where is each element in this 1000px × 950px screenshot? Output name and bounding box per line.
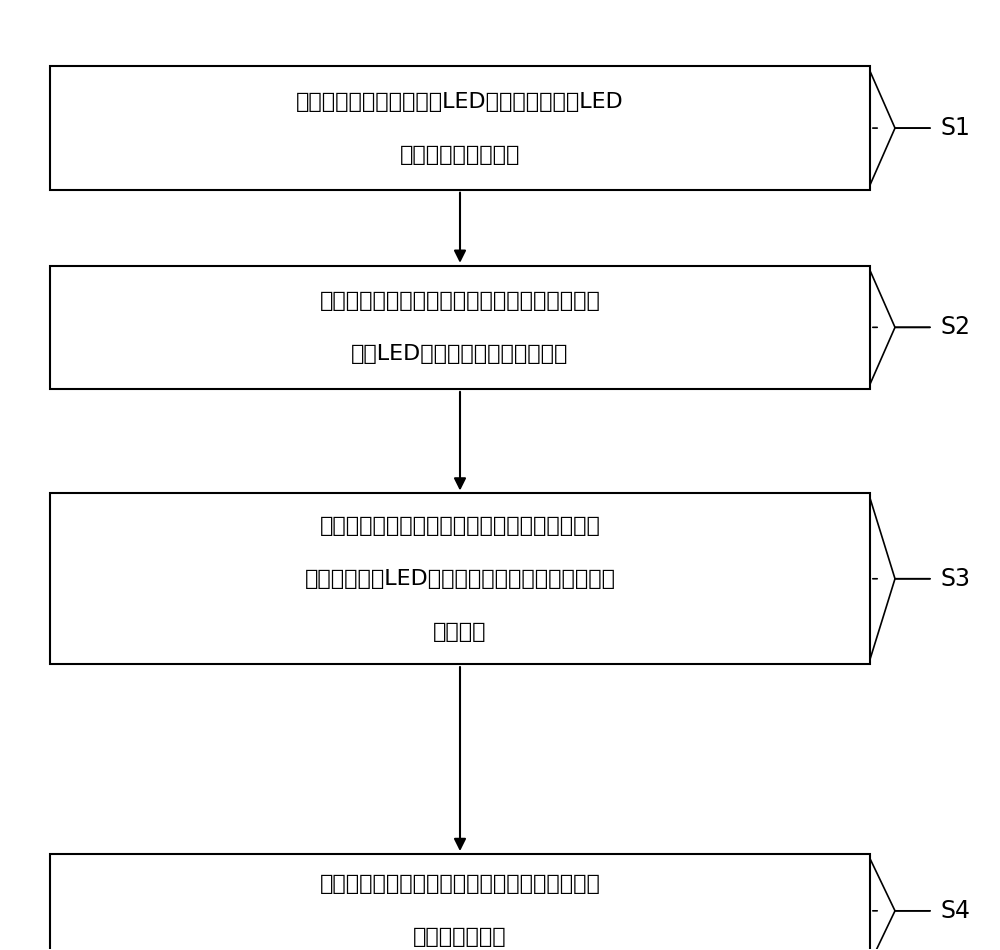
Text: 芯片之间具有间隔区: 芯片之间具有间隔区 [400, 144, 520, 164]
Text: 所述黑色光阻层: 所述黑色光阻层 [413, 927, 507, 947]
FancyBboxPatch shape [50, 493, 870, 664]
Text: 对所述黑色光阻层进行第二次曝光处理，以固化: 对所述黑色光阻层进行第二次曝光处理，以固化 [320, 874, 600, 894]
Text: 对所述黑色光阻层进行第一次曝光处理，以减少: 对所述黑色光阻层进行第一次曝光处理，以减少 [320, 516, 600, 536]
Text: 所述LED芯片以及多个所述间隔区: 所述LED芯片以及多个所述间隔区 [351, 344, 569, 364]
Text: S2: S2 [940, 315, 970, 339]
FancyArrowPatch shape [455, 667, 465, 848]
FancyArrowPatch shape [455, 391, 465, 488]
Text: 的无机物: 的无机物 [433, 622, 487, 642]
FancyBboxPatch shape [50, 854, 870, 950]
FancyBboxPatch shape [50, 266, 870, 389]
Text: 位于多个所述LED芯片正上方的所述黑色光阻层中: 位于多个所述LED芯片正上方的所述黑色光阻层中 [304, 569, 616, 589]
FancyBboxPatch shape [50, 66, 870, 190]
Text: 在所述衬底基板上形成黑色光阻层，以覆盖多个: 在所述衬底基板上形成黑色光阻层，以覆盖多个 [320, 291, 600, 311]
Text: S4: S4 [940, 899, 970, 922]
FancyArrowPatch shape [455, 193, 465, 260]
Text: S1: S1 [940, 116, 970, 140]
Text: S3: S3 [940, 567, 970, 591]
Text: 在一衬底基板上形成多个LED芯片，相邻所述LED: 在一衬底基板上形成多个LED芯片，相邻所述LED [296, 91, 624, 111]
